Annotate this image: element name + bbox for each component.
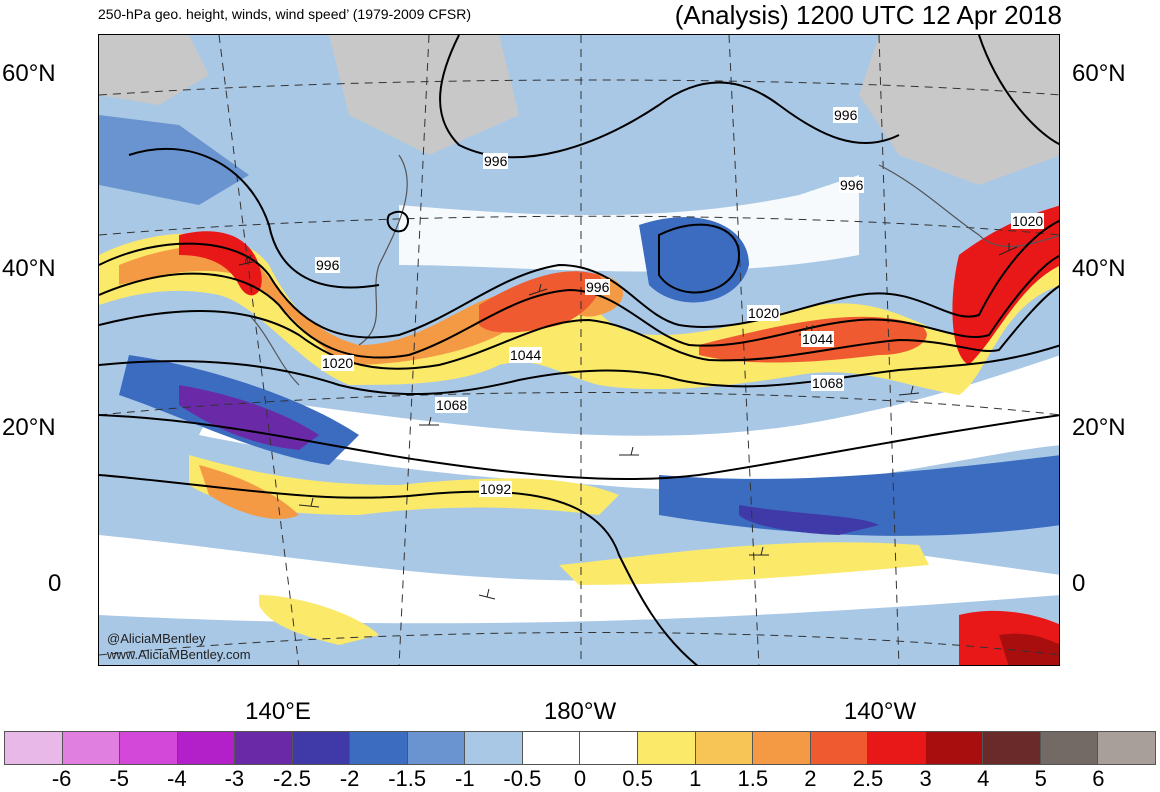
subtropical-anomaly-yellow <box>189 455 619 515</box>
colorbar-tick-label: 5 <box>1034 766 1047 791</box>
purple-anomaly-west <box>179 385 319 450</box>
colorbar-tick-label: -5 <box>109 766 129 791</box>
map-panel: 996 996 996 996 996 1020 1020 1020 1044 … <box>98 34 1060 666</box>
colorbar-swatch <box>925 732 984 764</box>
contour-label-996-c: 996 <box>839 177 865 193</box>
colorbar-tick-label: 2.5 <box>852 766 884 791</box>
colorbar-swatch <box>522 732 581 764</box>
colorbar-swatch <box>1098 732 1155 764</box>
colorbar-swatch <box>983 732 1041 764</box>
wind-barbs <box>238 243 1018 600</box>
lat-label-0-left: 0 <box>48 570 62 597</box>
colorbar-swatch <box>868 732 926 764</box>
lat-label-20n-right: 20°N <box>1072 414 1126 441</box>
gray-anomaly-1 <box>99 35 209 105</box>
colorbar-tick-label: -1 <box>455 766 475 791</box>
colorbar-tick-label: 0.5 <box>622 766 653 791</box>
blue-anomaly-north-pacific <box>639 217 749 303</box>
colorbar-swatch <box>407 732 466 764</box>
lat-label-40n-left: 40°N <box>2 255 56 282</box>
lat-label-60n-left: 60°N <box>2 60 56 87</box>
colorbar-swatch <box>62 732 121 764</box>
colorbar-tick-label: 3 <box>919 766 932 791</box>
colorbar-tick-label: 6 <box>1092 766 1105 791</box>
chart-title-right: (Analysis) 1200 UTC 12 Apr 2018 <box>674 0 1062 30</box>
colorbar-tick-label: -6 <box>51 766 72 791</box>
indigo-anomaly-east <box>739 505 879 535</box>
colorbar-tick-label: -3 <box>224 766 245 791</box>
colorbar-swatch <box>292 732 351 764</box>
equatorial-anomaly-west-yellow <box>259 595 379 645</box>
contour-label-1020-c: 1020 <box>1011 213 1045 229</box>
colorbar-swatch <box>350 732 408 764</box>
credit-site: www.AliciaMBentley.com <box>107 647 251 662</box>
contour-label-1044-b: 1044 <box>801 331 835 347</box>
contour-label-1068-b: 1068 <box>811 375 845 391</box>
colorbar-tick-label: -2.5 <box>273 766 311 791</box>
colorbar-swatch <box>753 732 811 764</box>
colorbar-swatch <box>177 732 236 764</box>
contour-label-1020-b: 1020 <box>747 305 781 321</box>
colorbar <box>4 731 1156 765</box>
lat-label-40n-right: 40°N <box>1072 255 1126 282</box>
colorbar-swatch <box>5 732 63 764</box>
colorbar-tick-label: -4 <box>167 766 187 791</box>
contour-label-996-b: 996 <box>833 107 859 123</box>
jet-core-red-central <box>479 271 602 333</box>
colorbar-swatch <box>120 732 178 764</box>
white-band-equator <box>99 535 1059 624</box>
colorbar-tick-label: -1.5 <box>388 766 427 791</box>
contour-label-996-a: 996 <box>483 153 509 169</box>
colorbar-swatch <box>580 732 639 764</box>
colorbar-swatch <box>810 732 869 764</box>
colorbar-tick-label: 0 <box>573 766 587 791</box>
lat-label-60n-right: 60°N <box>1072 60 1126 87</box>
colorbar-tick-label: 1 <box>689 766 702 791</box>
colorbar-swatch <box>1040 732 1099 764</box>
lat-label-0-right: 0 <box>1072 570 1086 597</box>
chart-title-left: 250-hPa geo. height, winds, wind speed’ … <box>98 6 472 22</box>
colorbar-swatch <box>235 732 293 764</box>
gray-anomaly-2 <box>329 35 519 155</box>
colorbar-tick-label: 1.5 <box>737 766 769 791</box>
jet-core-red-northeast <box>952 205 1059 365</box>
lon-label-140e: 140°E <box>245 698 311 725</box>
contour-label-1044-a: 1044 <box>509 347 543 363</box>
colorbar-tick-label: 4 <box>977 766 990 791</box>
gray-anomaly-3 <box>859 35 1059 185</box>
colorbar-tick-label: -0.5 <box>503 766 542 791</box>
colorbar-swatch <box>465 732 523 764</box>
coastlines <box>248 154 1059 386</box>
contour-label-1068-a: 1068 <box>435 397 469 413</box>
equatorial-anomaly-yellow <box>559 542 929 585</box>
subtropical-anomaly-orange <box>199 465 299 519</box>
white-band-subtropics <box>199 355 1059 490</box>
credit-handle: @AliciaMBentley <box>107 631 206 646</box>
contour-label-1092: 1092 <box>479 481 513 497</box>
contour-label-996-d: 996 <box>315 257 341 273</box>
colorbar-tick-label: -2 <box>339 766 360 791</box>
lon-label-140w: 140°W <box>843 698 917 725</box>
map-canvas <box>99 35 1059 665</box>
colorbar-swatch <box>695 732 754 764</box>
lon-label-180w: 180°W <box>543 698 617 725</box>
colorbar-tick-label: 2 <box>804 766 817 791</box>
contour-label-996-e: 996 <box>585 279 611 295</box>
colorbar-swatch <box>638 732 696 764</box>
blue-anomaly-siberia <box>99 115 249 205</box>
jet-core-red-west <box>179 231 262 296</box>
lat-label-20n-left: 20°N <box>2 414 56 441</box>
equatorial-anomaly-darkred <box>999 633 1059 665</box>
contour-label-1020-a: 1020 <box>321 355 355 371</box>
